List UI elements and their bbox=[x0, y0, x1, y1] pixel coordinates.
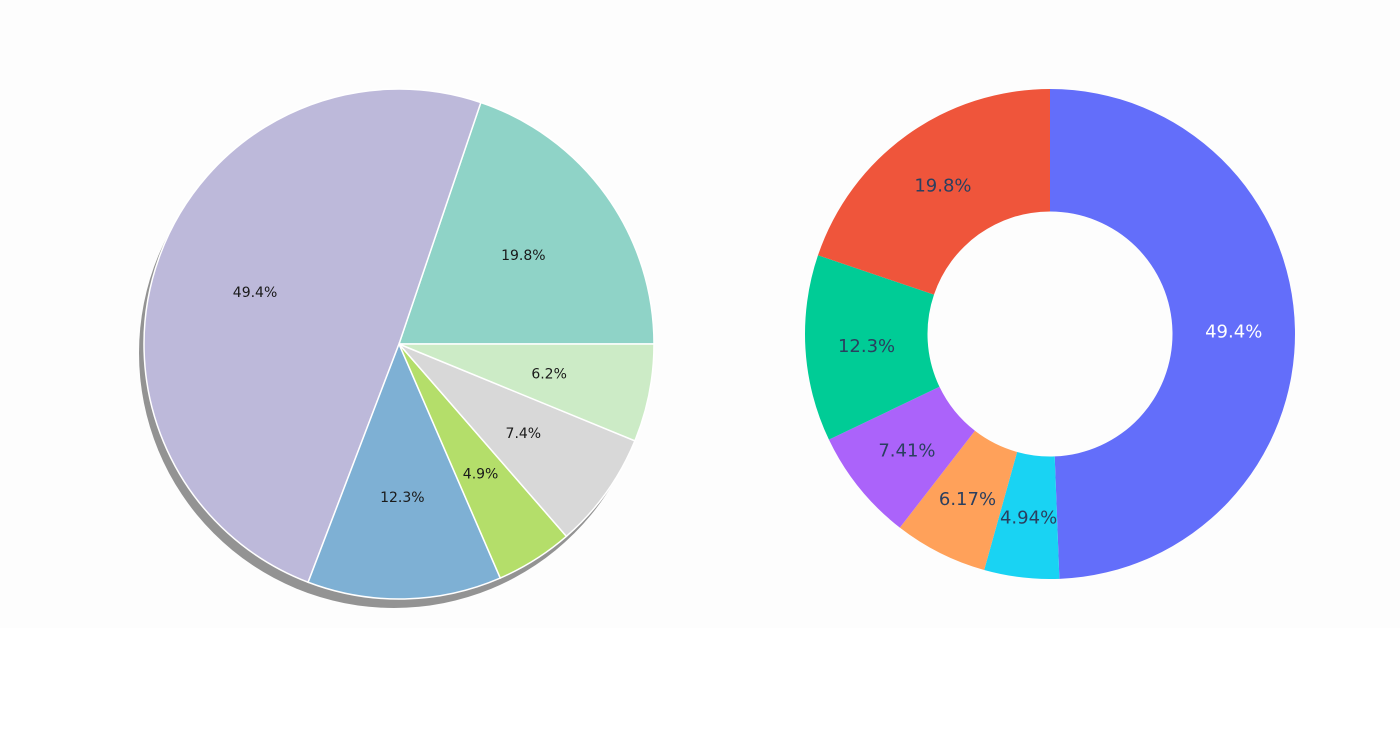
donut-slice-label: 49.4% bbox=[1205, 321, 1262, 342]
pie-slice bbox=[307, 342, 502, 600]
donut-slice-label: 6.17% bbox=[939, 489, 996, 510]
pie-slice bbox=[398, 343, 636, 538]
pie-slice-label: 7.4% bbox=[506, 426, 542, 442]
pie-slice-label: 6.2% bbox=[531, 367, 567, 383]
donut-slice-label: 12.3% bbox=[838, 336, 895, 357]
pie-slice bbox=[143, 88, 482, 584]
pie-slice-label: 49.4% bbox=[233, 285, 277, 301]
donut-chart: 49.4% 4.94%6.17% 7.41% 12.3% 19.8% bbox=[804, 89, 1295, 579]
donut-slice-label: 4.94% bbox=[1000, 507, 1057, 528]
donut-slice bbox=[984, 451, 1060, 579]
pie-chart: 19.8% 49.4% 12.3% 4.9% 7.4% 6.2% bbox=[139, 88, 655, 608]
donut-slice bbox=[804, 255, 940, 440]
donut-slice-label: 7.41% bbox=[878, 440, 935, 461]
donut-slice bbox=[1050, 89, 1295, 579]
pie-slice-label: 4.9% bbox=[463, 466, 499, 482]
pie-slice bbox=[397, 101, 655, 345]
pie-slice bbox=[398, 343, 655, 442]
pie-slice-label: 19.8% bbox=[501, 248, 545, 264]
donut-slice bbox=[817, 89, 1050, 295]
pie-slice-label: 12.3% bbox=[380, 490, 424, 506]
donut-slice-label: 19.8% bbox=[914, 176, 971, 197]
donut-slice bbox=[828, 386, 975, 528]
donut-slice bbox=[899, 430, 1018, 570]
